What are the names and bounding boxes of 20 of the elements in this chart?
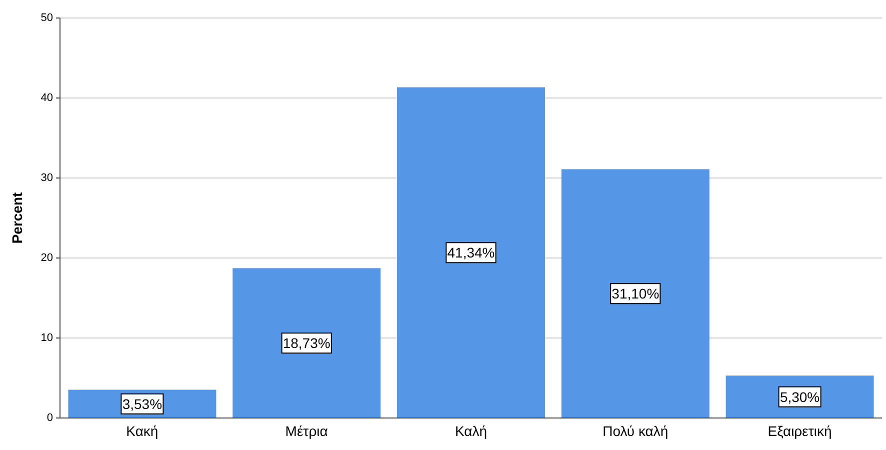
data-label: 18,73% xyxy=(282,335,330,352)
y-tick-label: 40 xyxy=(40,92,53,104)
bar xyxy=(397,87,545,418)
y-tick-label: 50 xyxy=(40,12,53,24)
x-tick-label: Πολύ καλή xyxy=(602,423,668,439)
y-tick-label: 0 xyxy=(46,412,53,424)
data-label: 3,53% xyxy=(122,396,162,412)
y-tick-label: 20 xyxy=(40,252,53,264)
x-tick-label: Κακή xyxy=(126,423,158,439)
x-tick-label: Εξαιρετική xyxy=(768,423,832,439)
bar xyxy=(232,268,381,418)
x-tick-label: Καλή xyxy=(454,423,488,439)
data-label: 31,10% xyxy=(612,286,660,302)
data-label: 5,30% xyxy=(780,388,820,405)
x-tick-label: Μέτρια xyxy=(285,423,328,439)
data-label: 41,34% xyxy=(447,244,495,261)
bar xyxy=(561,169,710,418)
y-axis-title: Percent xyxy=(9,192,25,244)
y-tick-label: 10 xyxy=(40,332,53,344)
y-tick-label: 30 xyxy=(40,172,53,184)
